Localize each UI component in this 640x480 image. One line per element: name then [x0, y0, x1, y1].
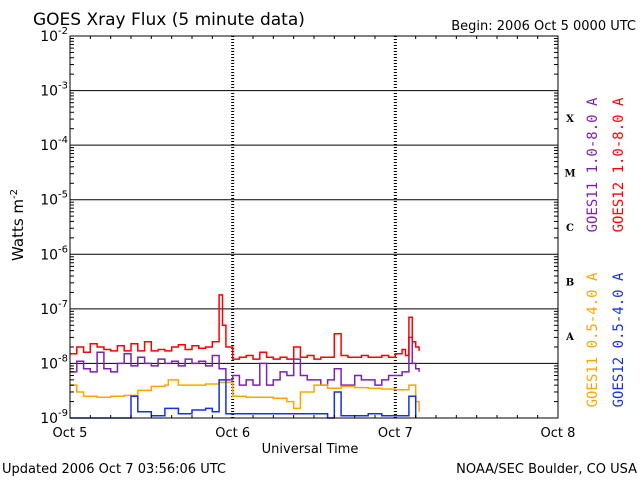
x-tick-label: Oct 8 [541, 426, 576, 441]
legend-entry: GOES12 0.5-4.0 A [611, 272, 627, 407]
x-tick-label: Oct 5 [53, 426, 88, 441]
chart-title: GOES Xray Flux (5 minute data) [33, 10, 305, 30]
source-label: NOAA/SEC Boulder, CO USA [456, 462, 637, 477]
y-axis-label: Watts m-2 [9, 189, 27, 261]
x-tick-label: Oct 7 [378, 426, 413, 441]
plot-frame [69, 35, 559, 419]
x-tick-label: Oct 6 [215, 426, 250, 441]
y-axis-label-exponent: -2 [9, 189, 20, 199]
x-axis-label: Universal Time [262, 442, 359, 457]
y-tick-label: 10-5 [40, 190, 68, 209]
y-tick-label: 10-2 [40, 26, 68, 45]
series-line [70, 336, 420, 386]
begin-label: Begin: 2006 Oct 5 0000 UTC [451, 19, 636, 34]
flare-class-label: A [565, 332, 574, 343]
y-tick-label: 10-8 [40, 353, 68, 372]
updated-timestamp: Updated 2006 Oct 7 03:56:06 UTC [2, 462, 226, 477]
legend-entry: GOES12 1.0-8.0 A [611, 97, 627, 232]
y-axis-label-text: Watts m [9, 199, 27, 261]
series-line [70, 294, 420, 360]
series-line [70, 379, 420, 412]
flare-class-label: X [566, 114, 574, 125]
grid [70, 36, 558, 418]
flare-class-label: B [566, 278, 574, 289]
flare-class-label: C [566, 223, 574, 234]
legend-entry: GOES11 0.5-4.0 A [585, 272, 601, 407]
flare-class-label: M [564, 168, 575, 179]
series-line [70, 379, 417, 419]
series-layer [70, 294, 420, 419]
legend-entry: GOES11 1.0-8.0 A [585, 97, 601, 232]
y-tick-label: 10-9 [40, 408, 68, 427]
legend: GOES11 1.0-8.0 A GOES12 1.0-8.0 A GOES11 0… [585, 97, 627, 407]
y-tick-label: 10-7 [40, 299, 68, 318]
y-tick-label: 10-4 [40, 135, 68, 154]
y-tick-label: 10-6 [40, 244, 68, 263]
y-tick-label: 10-3 [40, 81, 68, 100]
